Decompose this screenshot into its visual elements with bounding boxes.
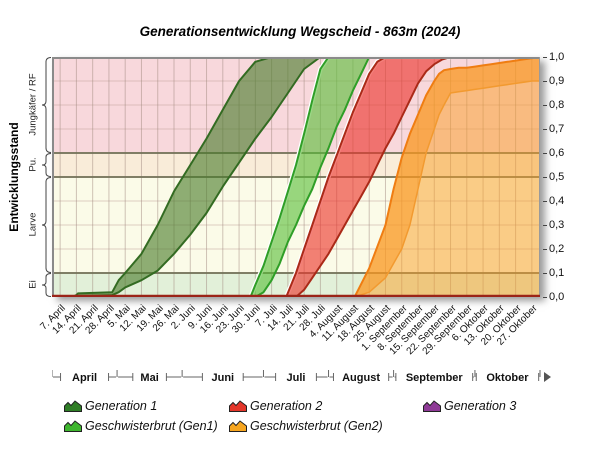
legend-label: Generation 2 [250, 399, 323, 413]
legend-item-geschwisterbrut-gen2: Geschwisterbrut (Gen2) [229, 419, 383, 433]
y-tick-label: 1,0 [543, 51, 564, 63]
legend-label: Geschwisterbrut (Gen2) [250, 419, 383, 433]
legend-item-generation-2: Generation 2 [229, 399, 322, 413]
month-label: September [406, 372, 464, 384]
month-label: August [342, 372, 380, 384]
area-series-icon [64, 400, 82, 412]
series-geschwisterbrut-gen1 [248, 57, 371, 297]
y-tick-label: 0,5 [543, 171, 564, 183]
plot-area [52, 57, 540, 297]
legend-label: Generation 1 [85, 399, 158, 413]
legend-label: Generation 3 [444, 399, 517, 413]
month-label: Juni [211, 372, 234, 384]
legend-item-generation-3: Generation 3 [423, 399, 516, 413]
y-tick-label: 0,6 [543, 147, 564, 159]
month-label: Juli [287, 372, 306, 384]
plot-frame [52, 57, 540, 297]
y-tick-label: 0,1 [543, 267, 564, 279]
legend-item-generation-1: Generation 1 [64, 399, 157, 413]
y-tick-label: 0,4 [543, 195, 564, 207]
y-tick-label: 0,8 [543, 99, 564, 111]
month-label: Oktober [486, 372, 529, 384]
stage-braces [41, 57, 52, 297]
y-tick-label: 0,3 [543, 219, 564, 231]
y-tick-label: 0,0 [543, 291, 564, 303]
month-label: April [72, 372, 97, 384]
y-tick-label: 0,2 [543, 243, 564, 255]
month-axis: April Mai Juni Juli August September Oktober [52, 370, 551, 384]
stage-brace [41, 273, 52, 297]
axis-continue-arrow-icon [544, 372, 551, 382]
y-tick-label: 0,7 [543, 123, 564, 135]
y-tick-label: 0,9 [543, 75, 564, 87]
y-axis-title: Entwicklungsstand [7, 122, 21, 232]
stage-brace [41, 153, 52, 177]
stage-brace [41, 57, 52, 153]
series-geschwisterbrut-gen2 [353, 57, 540, 297]
month-label: Mai [140, 372, 158, 384]
series-generation-2 [284, 57, 451, 297]
stage-brace [41, 177, 52, 273]
legend-label: Geschwisterbrut (Gen1) [85, 419, 218, 433]
area-series-icon [229, 420, 247, 432]
chart-title: Generationsentwicklung Wegscheid - 863m … [139, 24, 461, 39]
area-series-icon [64, 420, 82, 432]
area-series-icon [229, 400, 247, 412]
area-series-icon [423, 400, 441, 412]
legend-item-geschwisterbrut-gen1: Geschwisterbrut (Gen1) [64, 419, 218, 433]
